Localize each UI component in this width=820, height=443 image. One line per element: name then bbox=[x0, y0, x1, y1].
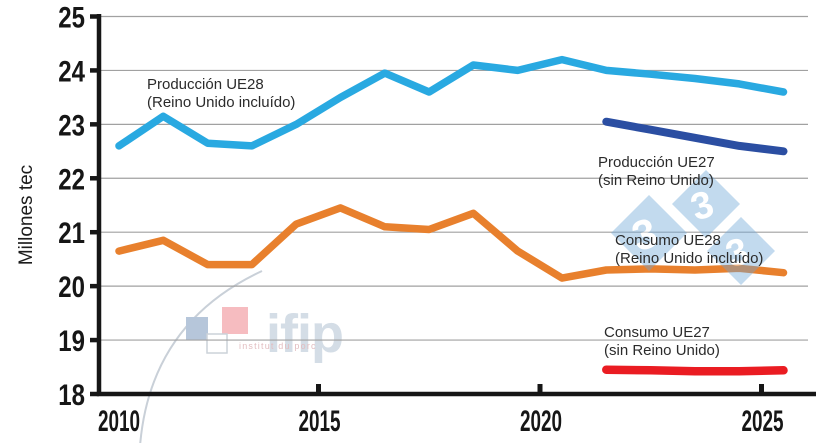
axes bbox=[90, 14, 816, 397]
x-tick-label: 2010 bbox=[98, 405, 140, 439]
y-tick-label: 25 bbox=[58, 0, 85, 34]
series-annotations: Producción UE28(Reino Unido incluído)Pro… bbox=[147, 76, 763, 359]
data-series bbox=[115, 55, 788, 376]
y-tick-label: 22 bbox=[58, 162, 85, 196]
pig333-diamond bbox=[611, 195, 687, 271]
ifip-arc bbox=[139, 270, 263, 443]
y-tick-label: 20 bbox=[58, 270, 85, 304]
series-line-prod_ue27 bbox=[602, 117, 788, 156]
annotation-name-cons_ue28: Consumo UE28 bbox=[615, 232, 721, 249]
y-tick-label: 23 bbox=[58, 108, 85, 142]
annotation-name-prod_ue27: Producción UE27 bbox=[598, 154, 715, 171]
tick-labels: 18 19 20 21 22 23 24 25 2010 2015 2020 2025 bbox=[58, 0, 783, 438]
ifip-logo-text: ifip bbox=[266, 304, 343, 364]
series-line-prod_ue28 bbox=[115, 55, 788, 150]
annotation-qualifier-prod_ue28: (Reino Unido incluído) bbox=[147, 94, 295, 111]
ifip-square-white bbox=[206, 333, 228, 354]
series-line-cons_ue28 bbox=[115, 204, 788, 282]
pig333-diamond bbox=[707, 217, 775, 285]
x-tick-label: 2020 bbox=[520, 405, 562, 439]
y-tick-label: 19 bbox=[58, 323, 85, 357]
gridlines bbox=[101, 15, 808, 341]
y-tick-label: 18 bbox=[58, 377, 85, 411]
annotation-qualifier-prod_ue27: (sin Reino Unido) bbox=[598, 172, 714, 189]
annotation-name-prod_ue28: Producción UE28 bbox=[147, 76, 264, 93]
ifip-square-pink bbox=[222, 307, 248, 334]
watermark-pig333: 333 bbox=[611, 170, 775, 285]
y-tick-label: 21 bbox=[58, 216, 85, 250]
annotation-qualifier-cons_ue28: (Reino Unido incluído) bbox=[615, 250, 763, 267]
annotation-name-cons_ue27: Consumo UE27 bbox=[604, 324, 710, 341]
x-tick-label: 2025 bbox=[741, 405, 783, 439]
pig333-diamond bbox=[672, 170, 740, 238]
y-tick-label: 24 bbox=[58, 54, 85, 88]
ifip-square-blue bbox=[186, 317, 208, 340]
annotation-qualifier-cons_ue27: (sin Reino Unido) bbox=[604, 342, 720, 359]
y-axis-title: Millones tec bbox=[16, 165, 37, 265]
x-tick-label: 2015 bbox=[298, 405, 340, 439]
ifip-tagline-text: institut du porc bbox=[239, 341, 317, 351]
series-line-cons_ue27 bbox=[602, 365, 788, 376]
